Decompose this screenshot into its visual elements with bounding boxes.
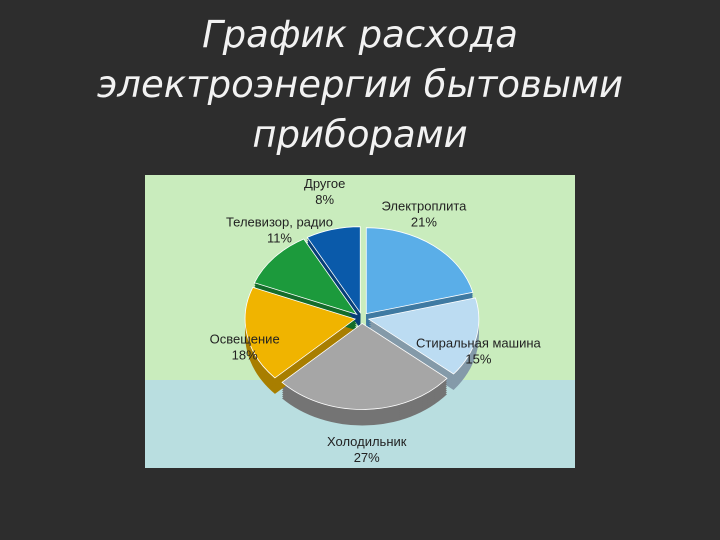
slice-label: Освещение	[210, 332, 280, 347]
slice-label: Холодильник	[327, 434, 407, 449]
slice	[306, 226, 361, 314]
slice-label: Электроплита	[381, 198, 467, 213]
slice-value-label: 18%	[232, 348, 258, 363]
slice-value-label: 15%	[465, 351, 491, 366]
pie-tops	[244, 226, 480, 410]
slice	[253, 238, 358, 316]
slice-value-label: 8%	[315, 192, 334, 207]
slice	[367, 297, 480, 375]
slice-value-label: 27%	[354, 450, 380, 465]
slice-value-label: 21%	[411, 214, 437, 229]
slice-label: Стиральная машина	[416, 335, 542, 350]
slide-title: График расхода электроэнергии бытовыми п…	[97, 13, 623, 156]
slice	[281, 322, 448, 410]
slice-label: Телевизор, радио	[226, 215, 333, 230]
slice	[244, 286, 357, 379]
slice-label: Другое	[304, 176, 345, 191]
slice-value-label: 11%	[267, 231, 292, 246]
slice	[365, 227, 474, 315]
